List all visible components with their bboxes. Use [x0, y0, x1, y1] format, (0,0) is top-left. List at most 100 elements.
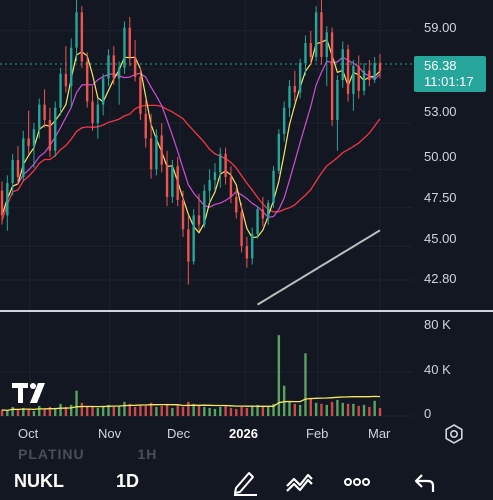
volume-bar [288, 401, 291, 416]
more-icon[interactable] [342, 466, 372, 496]
candle-body [203, 190, 206, 225]
volume-bar [229, 407, 233, 416]
candle-body [346, 49, 350, 94]
candles [0, 0, 382, 285]
volume-bar [208, 407, 211, 416]
volume-bar [64, 406, 68, 416]
candle-body [139, 76, 142, 114]
candle-body [256, 209, 259, 234]
volume-bar [139, 404, 142, 416]
volume-bar [192, 403, 195, 416]
candle-body [112, 55, 116, 79]
ma-long-line [256, 229, 381, 306]
candle-body [32, 129, 36, 147]
volume-bar [336, 399, 339, 416]
volume-bar [325, 404, 328, 416]
candle-body [181, 200, 185, 230]
volume-bar [155, 406, 158, 416]
candle-body [59, 73, 62, 108]
volume-bar [314, 402, 318, 416]
price-label: 53.00 [424, 104, 457, 119]
candle-body [160, 135, 163, 165]
candle-body [101, 78, 105, 105]
candle-body [320, 12, 323, 57]
volume-bar [48, 406, 52, 416]
volume-bar [181, 406, 185, 416]
candle-body [362, 70, 366, 91]
interval-button[interactable]: 1D [116, 471, 140, 491]
candle-body [128, 27, 131, 57]
candle-body [336, 80, 339, 120]
draw-pen-icon[interactable] [230, 466, 260, 496]
candle-body [235, 196, 238, 213]
candle-body [171, 166, 174, 197]
candle-body [245, 246, 249, 259]
volume-bar [219, 406, 222, 416]
time-label: Oct [18, 426, 39, 441]
candle-body [261, 209, 265, 219]
candle-body [325, 32, 328, 57]
volume-bar [171, 407, 174, 416]
volume-bar [282, 385, 286, 416]
candle-body [288, 86, 291, 108]
volume-bar [368, 406, 371, 416]
volume-bar [101, 405, 105, 416]
moving-averages [1, 38, 381, 306]
time-label: Dec [167, 426, 191, 441]
volume-bar [256, 404, 259, 416]
price-label: 45.00 [424, 231, 457, 246]
volume-bar [272, 403, 275, 416]
volume-bar [213, 408, 217, 416]
candle-body [314, 12, 318, 57]
volume-bar [378, 407, 382, 416]
candle-body [197, 215, 201, 225]
candle-body [54, 107, 57, 151]
volume-bar [112, 406, 116, 416]
price-chart[interactable] [0, 0, 493, 455]
candle-body [75, 12, 78, 48]
volume-bar [117, 405, 121, 416]
candle-body [117, 67, 121, 79]
price-label: 42.80 [424, 271, 457, 286]
volume-bar [266, 406, 270, 416]
volume-bar [357, 405, 360, 416]
candle-body [309, 43, 312, 57]
undo-icon[interactable] [410, 466, 440, 496]
candle-body [149, 138, 153, 170]
volume-bar [197, 405, 201, 416]
ma-mid-line [1, 56, 381, 218]
candle-body [133, 56, 137, 77]
pattern-icon[interactable] [284, 466, 314, 496]
candle-body [219, 153, 222, 173]
volume-bar [224, 405, 227, 416]
volume-bar [261, 405, 265, 416]
volume-bar [75, 390, 78, 416]
candle-body [22, 138, 25, 177]
volume-bar [165, 403, 169, 416]
volume-bar [0, 409, 4, 416]
volume-label: 0 [424, 406, 432, 421]
volume-bar [32, 410, 36, 416]
settings-icon[interactable] [444, 424, 464, 444]
candle-body [144, 113, 147, 139]
volume-bar [298, 404, 302, 416]
volume-bar [96, 407, 100, 416]
candle-body [6, 183, 9, 216]
pane-divider[interactable] [0, 310, 493, 312]
volume-bar [123, 401, 126, 416]
volume-bar [251, 405, 254, 416]
price-label: 50.00 [424, 149, 457, 164]
volume-bar [245, 407, 249, 416]
volume-bar [330, 401, 334, 416]
price-label: 59.00 [424, 20, 457, 35]
symbol-button[interactable]: NUKL [14, 471, 64, 491]
volume-bar [59, 403, 62, 416]
ghost-interval: 1H [137, 446, 158, 462]
time-label: Nov [98, 426, 122, 441]
volume-ma-line [1, 395, 381, 412]
candle-body [378, 63, 382, 72]
candle-body [123, 27, 126, 68]
current-price-value: 56.38 [424, 58, 457, 73]
candle-body [213, 172, 217, 180]
candle-body [229, 176, 233, 197]
